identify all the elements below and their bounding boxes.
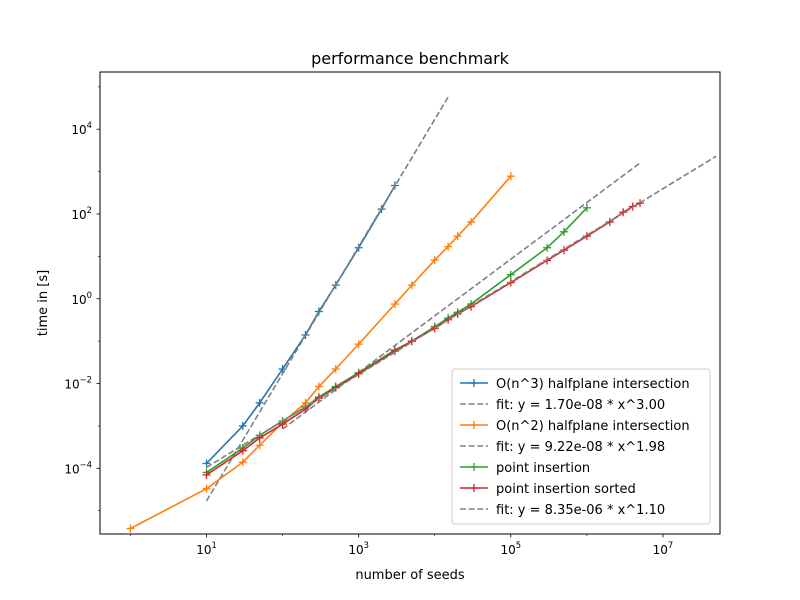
legend-entry: fit: y = 8.35e-06 * x^1.10 [460, 503, 665, 518]
x-tick-label: 103 [348, 540, 369, 557]
legend-entry: fit: y = 9.22e-08 * x^1.98 [460, 440, 665, 455]
data-point-marker [202, 484, 211, 493]
data-point-marker [314, 382, 323, 391]
legend-entry: O(n^2) halfplane intersection [460, 419, 690, 434]
y-tick-label: 10−4 [64, 459, 92, 476]
series-layer [126, 96, 717, 533]
legend-box [451, 368, 711, 525]
legend-label: fit: y = 8.35e-06 * x^1.10 [496, 503, 665, 518]
series-line-6 [206, 155, 717, 469]
data-point-marker [126, 524, 135, 533]
data-point-marker [506, 172, 515, 181]
data-point-marker [255, 398, 264, 407]
plot-frame [99, 71, 721, 535]
data-point-marker [331, 365, 340, 374]
x-tick-label: 105 [500, 540, 521, 557]
legend-entry: fit: y = 1.70e-08 * x^3.00 [460, 398, 665, 413]
legend-entry: O(n^3) halfplane intersection [460, 377, 690, 392]
data-point-marker [582, 203, 591, 212]
legend-label: O(n^2) halfplane intersection [496, 419, 690, 434]
legend-entry: point insertion sorted [460, 482, 636, 497]
y-tick-label: 104 [71, 120, 92, 137]
data-point-marker [453, 232, 462, 241]
y-tick-label: 100 [71, 290, 92, 307]
data-point-marker [444, 315, 453, 324]
data-point-marker [238, 458, 247, 467]
chart-title: performance benchmark [311, 49, 510, 68]
data-point-marker [354, 340, 363, 349]
data-point-marker [543, 243, 552, 252]
data-point-marker [238, 421, 247, 430]
legend-label: O(n^3) halfplane intersection [496, 377, 690, 392]
series-line-1 [205, 96, 449, 502]
x-tick-label: 101 [196, 540, 217, 557]
legend-label: fit: y = 9.22e-08 * x^1.98 [496, 440, 665, 455]
series-line-2 [130, 175, 512, 530]
legend-label: fit: y = 1.70e-08 * x^3.00 [496, 398, 665, 413]
x-tick-label: 107 [653, 540, 674, 557]
legend: O(n^3) halfplane intersection fit: y = 1.… [451, 368, 711, 525]
data-point-marker [467, 217, 476, 226]
data-point-marker [407, 281, 416, 290]
data-point-marker [238, 446, 247, 455]
data-point-marker [467, 302, 476, 311]
legend-entry: point insertion [460, 461, 590, 476]
data-point-marker [202, 459, 211, 468]
legend-label: point insertion sorted [496, 482, 636, 497]
data-point-marker [278, 365, 287, 374]
data-point-marker [255, 441, 264, 450]
series-6 [206, 155, 717, 469]
data-point-marker [559, 227, 568, 236]
data-point-marker [444, 242, 453, 251]
x-axis-label: number of seeds [355, 568, 465, 583]
data-point-marker [202, 470, 211, 479]
data-point-marker [506, 270, 515, 279]
series-1 [205, 96, 449, 502]
data-point-marker [430, 256, 439, 265]
legend-label: point insertion [496, 461, 590, 476]
data-point-marker [390, 181, 399, 190]
y-tick-label: 10−2 [64, 375, 92, 392]
y-axis-label: time in [s] [36, 270, 51, 336]
data-point-marker [390, 300, 399, 309]
y-tick-label: 102 [71, 205, 92, 222]
